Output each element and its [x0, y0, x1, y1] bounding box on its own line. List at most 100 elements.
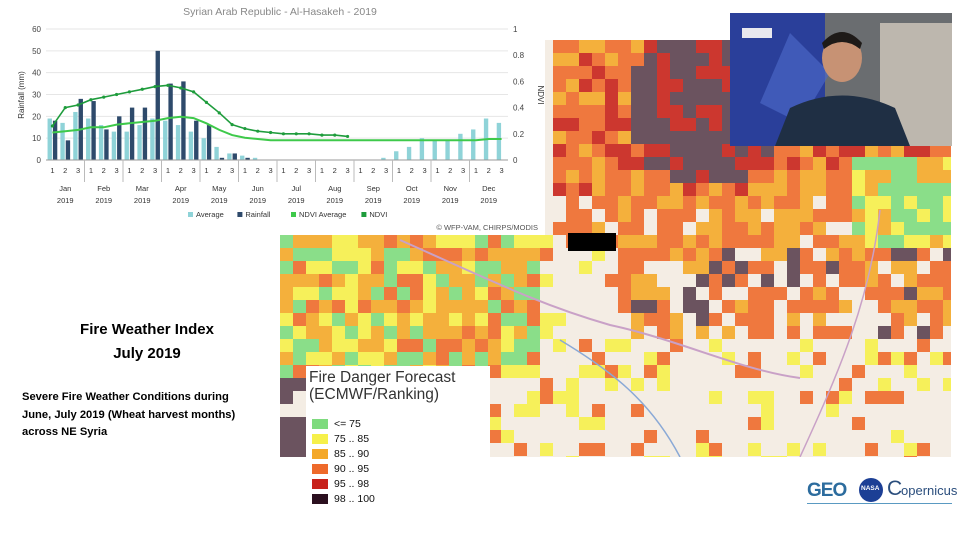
map-cell — [878, 170, 891, 183]
map-cell — [644, 300, 657, 313]
point-ndvi — [268, 130, 273, 135]
map-cell — [852, 235, 865, 248]
x-year-label: 2019 — [57, 196, 74, 205]
map-cell — [696, 456, 709, 457]
map-cell — [410, 339, 423, 352]
map-cell — [475, 300, 488, 313]
map-cell — [657, 118, 670, 131]
map-cell — [384, 248, 397, 261]
map-cell — [592, 118, 605, 131]
map-cell — [891, 157, 904, 170]
map-cell — [488, 261, 501, 274]
map-cell — [891, 144, 904, 157]
map-cell — [605, 131, 618, 144]
map-cell — [618, 40, 631, 53]
map-cell — [657, 248, 670, 261]
map-cell — [514, 365, 527, 378]
map-cell — [371, 235, 384, 248]
map-cell — [332, 339, 345, 352]
map-cell — [878, 326, 891, 339]
map-cell — [852, 274, 865, 287]
x-month-label: Sep — [367, 184, 380, 193]
map-cell — [332, 326, 345, 339]
map-cell — [774, 196, 787, 209]
map-cell — [709, 274, 722, 287]
point-ndvi — [294, 132, 298, 136]
point-ndvi — [63, 106, 67, 110]
map-cell — [566, 144, 579, 157]
map-cell — [631, 443, 644, 456]
map-cell — [618, 235, 631, 248]
y2-tick-label: 0.6 — [513, 77, 525, 86]
x-dekad-label: 1 — [281, 166, 285, 175]
point-ndvi — [320, 133, 324, 137]
map-cell — [293, 378, 306, 391]
map-cell — [943, 352, 951, 365]
map-cell — [527, 313, 540, 326]
map-cell — [592, 443, 605, 456]
map-cell — [917, 157, 930, 170]
map-cell — [371, 287, 384, 300]
map-cell — [644, 248, 657, 261]
y2-tick-label: 0.8 — [513, 51, 525, 60]
map-cell — [696, 66, 709, 79]
x-dekad-label: 3 — [230, 166, 234, 175]
map-cell — [293, 326, 306, 339]
map-cell — [631, 378, 644, 391]
map-cell — [761, 183, 774, 196]
x-dekad-label: 2 — [63, 166, 67, 175]
map-cell — [748, 209, 761, 222]
map-cell — [735, 365, 748, 378]
map-cell — [683, 300, 696, 313]
map-cell — [891, 248, 904, 261]
map-cell — [891, 196, 904, 209]
map-cell — [826, 235, 839, 248]
map-cell — [488, 365, 501, 378]
map-cell — [670, 170, 683, 183]
map-cell — [631, 131, 644, 144]
map-cell — [579, 209, 592, 222]
map-cell — [917, 235, 930, 248]
x-dekad-label: 3 — [499, 166, 503, 175]
map-cell — [462, 300, 475, 313]
map-cell — [397, 248, 410, 261]
legend-label: NDVI — [369, 210, 387, 219]
x-year-label: 2019 — [211, 196, 228, 205]
map-cell — [319, 326, 332, 339]
map-cell — [605, 209, 618, 222]
legend-item: 90 .. 95 — [312, 463, 369, 475]
map-cell — [527, 391, 540, 404]
map-cell — [618, 274, 631, 287]
map-cell — [852, 170, 865, 183]
bar-average — [432, 140, 437, 160]
map-cell — [397, 313, 410, 326]
map-cell — [904, 235, 917, 248]
map-cell — [891, 391, 904, 404]
bar-rainfall — [129, 107, 135, 160]
map-cell — [904, 365, 917, 378]
map-cell — [618, 105, 631, 118]
map-cell — [605, 339, 618, 352]
map-cell — [657, 53, 670, 66]
bar-average — [214, 146, 219, 160]
map-cell — [553, 170, 566, 183]
map-cell — [930, 183, 943, 196]
x-year-label: 2019 — [480, 196, 497, 205]
y-axis-label: Rainfall (mm) — [17, 71, 26, 119]
x-year-label: 2019 — [172, 196, 189, 205]
map-cell — [410, 235, 423, 248]
x-dekad-label: 3 — [153, 166, 157, 175]
map-cell — [462, 248, 475, 261]
x-dekad-label: 1 — [320, 166, 324, 175]
map-cell — [566, 196, 579, 209]
map-cell — [631, 183, 644, 196]
map-cell — [891, 261, 904, 274]
x-year-label: 2019 — [442, 196, 459, 205]
map-cell — [787, 235, 800, 248]
map-cell — [696, 105, 709, 118]
map-cell — [670, 209, 683, 222]
map-cell — [631, 287, 644, 300]
map-cell — [839, 248, 852, 261]
map-cell — [566, 170, 579, 183]
map-cell — [579, 105, 592, 118]
